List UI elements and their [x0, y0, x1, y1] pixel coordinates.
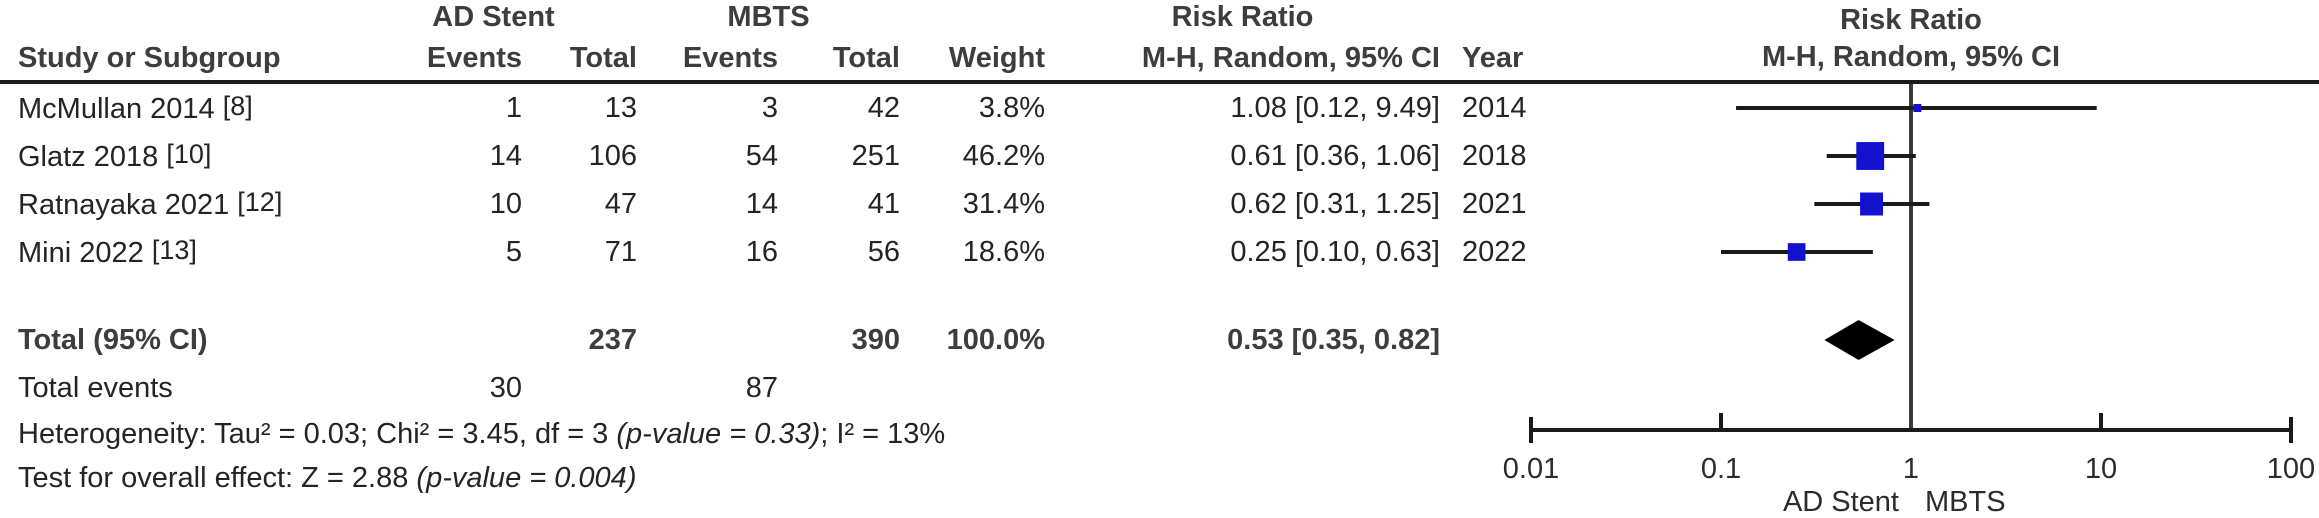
plot-header-method: M-H, Random, 95% CI: [1761, 41, 2061, 73]
overall-effect-pvalue: (p-value = 0.004): [416, 462, 637, 494]
total-ctrl: 56: [867, 235, 900, 268]
effect-size-square: [1856, 142, 1885, 170]
events-exp: 5: [505, 235, 522, 268]
header-rule: [0, 80, 2319, 84]
total-events-label: Total events: [18, 371, 173, 404]
forest-table: AD Stent MBTS Risk Ratio Study or Subgro…: [0, 0, 1540, 494]
weight: 31.4%: [962, 187, 1045, 220]
study-label: McMullan 2014 [8]: [18, 90, 253, 125]
total-events-row: Total events 30 87: [0, 364, 1540, 412]
axis-tick-label: 10: [2085, 453, 2117, 485]
axis-tick-label: 0.01: [1503, 453, 1559, 485]
col-header-year: Year: [1462, 42, 1524, 74]
col-header-events-ctrl: Events: [682, 42, 778, 74]
summary-diamond: [1824, 320, 1895, 360]
col-header-ci: M-H, Random, 95% CI: [1141, 42, 1440, 74]
risk-ratio-ci: 0.25 [0.10, 0.63]: [1230, 235, 1440, 268]
total-exp: 47: [604, 187, 637, 220]
total-label: Total (95% CI): [18, 323, 208, 356]
study-label: Mini 2022 [13]: [18, 234, 197, 269]
favours-right-label: MBTS: [1925, 486, 2006, 518]
col-header-total-ctrl: Total: [832, 42, 900, 74]
total-ctrl: 41: [867, 187, 900, 220]
axis-tick-label: 100: [2267, 453, 2315, 485]
axis-tick-label: 0.1: [1701, 453, 1741, 485]
weight: 46.2%: [962, 139, 1045, 172]
total-n-exp: 237: [588, 323, 637, 356]
total-events-ctrl: 87: [745, 371, 778, 404]
risk-ratio-ci: 1.08 [0.12, 9.49]: [1230, 91, 1440, 124]
total-ctrl: 251: [851, 139, 900, 172]
column-header-row: Study or Subgroup Events Total Events To…: [0, 34, 1540, 80]
total-weight: 100.0%: [946, 323, 1045, 356]
year: 2014: [1462, 91, 1527, 124]
study-row-ratnayaka: Ratnayaka 2021 [12] 10 47 14 41 31.4% 0.…: [0, 180, 1540, 228]
total-n-ctrl: 390: [851, 323, 900, 356]
events-ctrl: 54: [745, 139, 778, 172]
study-label: Glatz 2018 [10]: [18, 138, 212, 173]
weight: 18.6%: [962, 235, 1045, 268]
total-events-exp: 30: [489, 371, 522, 404]
col-header-study: Study or Subgroup: [18, 42, 281, 74]
total-exp: 106: [588, 139, 637, 172]
study-row-mcmullan: McMullan 2014 [8] 1 13 3 42 3.8% 1.08 [0…: [0, 84, 1540, 132]
study-row-glatz: Glatz 2018 [10] 14 106 54 251 46.2% 0.61…: [0, 132, 1540, 180]
total-exp: 13: [604, 91, 637, 124]
events-ctrl: 14: [745, 187, 778, 220]
total-ctrl: 42: [867, 91, 900, 124]
group-header-mbts: MBTS: [727, 1, 810, 33]
plot-header: Risk Ratio M-H, Random, 95% CI: [1531, 0, 2291, 80]
total-exp: 71: [604, 235, 637, 268]
group-header-risk-ratio: Risk Ratio: [1171, 1, 1314, 33]
effect-size-square: [1913, 104, 1922, 112]
group-header-ad-stent: AD Stent: [432, 1, 555, 33]
year: 2018: [1462, 139, 1527, 172]
events-exp: 10: [489, 187, 522, 220]
study-label: Ratnayaka 2021 [12]: [18, 186, 283, 221]
effect-size-square: [1860, 192, 1884, 216]
events-exp: 14: [489, 139, 522, 172]
heterogeneity-pvalue: (p-value = 0.33): [616, 418, 821, 450]
heterogeneity-note: Heterogeneity: Tau² = 0.03; Chi² = 3.45,…: [18, 418, 946, 450]
col-header-events-exp: Events: [426, 42, 522, 74]
plot-header-risk-ratio: Risk Ratio: [1840, 4, 1982, 36]
events-exp: 1: [505, 91, 522, 124]
effect-size-square: [1787, 243, 1806, 261]
risk-ratio-ci: 0.62 [0.31, 1.25]: [1230, 187, 1440, 220]
study-row-mini: Mini 2022 [13] 5 71 16 56 18.6% 0.25 [0.…: [0, 228, 1540, 276]
total-row: Total (95% CI) 237 390 100.0% 0.53 [0.35…: [0, 316, 1540, 364]
risk-ratio-ci: 0.61 [0.36, 1.06]: [1230, 139, 1440, 172]
axis-tick-label: 1: [1903, 453, 1919, 485]
col-header-total-exp: Total: [569, 42, 637, 74]
col-header-weight: Weight: [948, 42, 1045, 74]
favours-left-label: AD Stent: [1783, 486, 1899, 518]
events-ctrl: 16: [745, 235, 778, 268]
total-risk-ratio-ci: 0.53 [0.35, 0.82]: [1227, 323, 1440, 356]
events-ctrl: 3: [761, 91, 778, 124]
year: 2021: [1462, 187, 1527, 220]
overall-effect-note: Test for overall effect: Z = 2.88 (p-val…: [18, 462, 637, 494]
weight: 3.8%: [978, 91, 1045, 124]
year: 2022: [1462, 235, 1527, 268]
group-header-row: AD Stent MBTS Risk Ratio: [0, 0, 1540, 34]
